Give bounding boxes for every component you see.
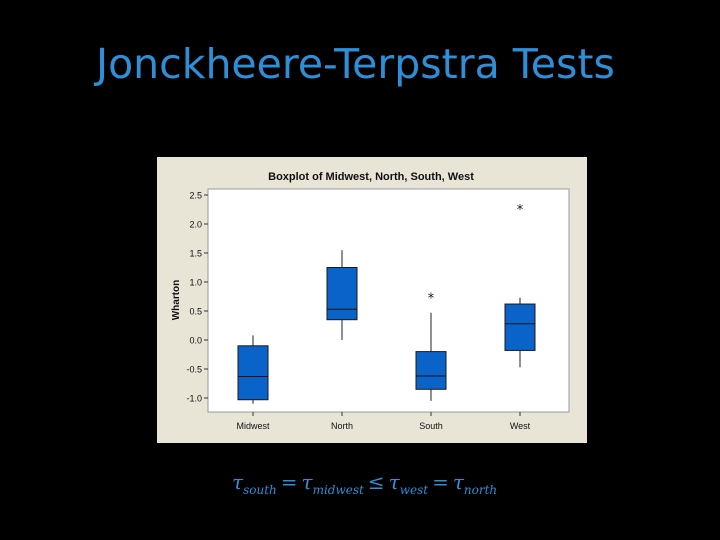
formula-operator: = — [280, 470, 298, 494]
x-tick-label: Midwest — [236, 421, 270, 431]
x-tick-label: West — [510, 421, 531, 431]
boxplot-chart: Boxplot of Midwest, North, South, West Wh… — [157, 157, 587, 443]
y-tick-label: 1.5 — [189, 249, 202, 259]
y-tick-label: 1.0 — [189, 278, 202, 288]
formula-term-north: τnorth — [452, 470, 498, 497]
formula-term-south: τsouth — [232, 470, 277, 497]
chart-title: Boxplot of Midwest, North, South, West — [268, 171, 474, 183]
tau-equation: τsouth = τmidwest ≤ τwest = τnorth — [232, 470, 532, 497]
box-south — [415, 351, 447, 390]
formula-term-midwest: τmidwest — [301, 470, 364, 497]
slide-title: Jonckheere-Terpstra Tests — [96, 40, 615, 88]
y-tick-label: -0.5 — [186, 365, 202, 375]
formula-term-west: τwest — [388, 470, 429, 497]
y-tick-label: 2.0 — [189, 220, 202, 230]
x-tick-label: North — [331, 421, 353, 431]
box-west — [504, 303, 536, 351]
y-tick-label: 0.5 — [189, 307, 202, 317]
box-north — [326, 267, 358, 321]
y-tick-label: 0.0 — [189, 336, 202, 346]
formula-operator: = — [432, 470, 449, 494]
formula-operator: ≤ — [367, 470, 385, 494]
y-tick-label: -1.0 — [186, 394, 202, 404]
x-tick-label: South — [419, 421, 443, 431]
box-midwest — [237, 345, 269, 401]
boxplot-svg: Boxplot of Midwest, North, South, West Wh… — [171, 171, 570, 431]
outlier-west: * — [517, 203, 524, 218]
y-axis-label: Wharton — [171, 280, 182, 321]
y-tick-label: 2.5 — [189, 191, 202, 201]
outlier-south: * — [428, 292, 435, 307]
